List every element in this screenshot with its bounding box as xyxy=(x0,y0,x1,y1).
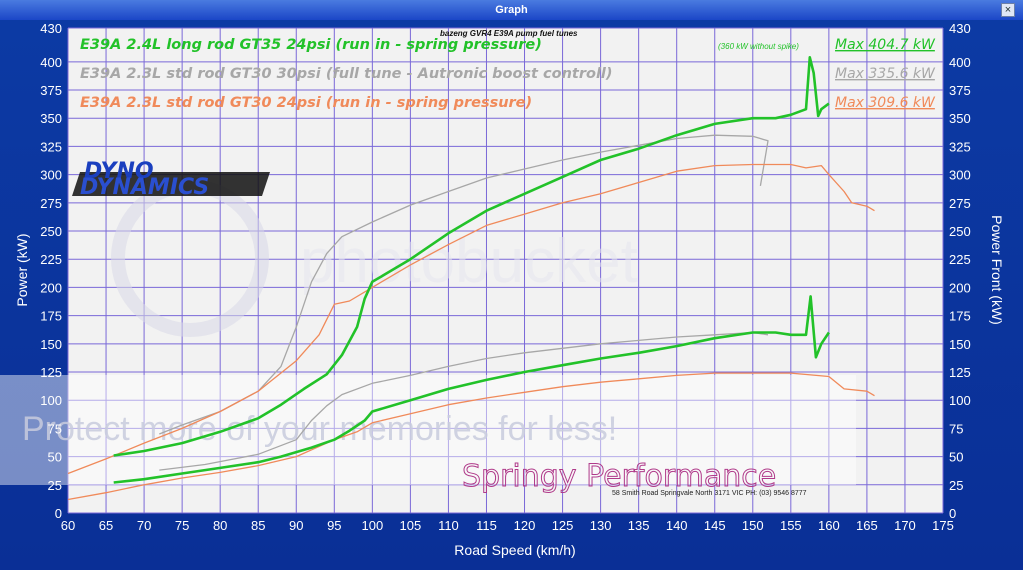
x-tick-label: 130 xyxy=(590,518,612,533)
x-tick-label: 165 xyxy=(856,518,878,533)
x-tick-label: 175 xyxy=(932,518,954,533)
legend-entry-3: E39A 2.3L std rod GT30 24psi (run in - s… xyxy=(80,95,532,111)
x-tick-label: 105 xyxy=(400,518,422,533)
window-title: Graph xyxy=(495,4,528,16)
y2-tick-label: 375 xyxy=(949,83,971,98)
y2-tick-label: 75 xyxy=(949,421,963,436)
logo-line1: DYNO xyxy=(84,159,154,184)
y2-tick-label: 0 xyxy=(949,506,956,521)
y2-tick-label: 325 xyxy=(949,139,971,154)
y2-tick-label: 25 xyxy=(949,478,963,493)
y2-tick-label: 50 xyxy=(949,450,963,465)
close-button[interactable]: × xyxy=(1001,3,1015,17)
x-tick-label: 115 xyxy=(476,518,497,533)
x-tick-label: 155 xyxy=(780,518,802,533)
y-tick-label: 325 xyxy=(40,139,62,154)
x-tick-label: 110 xyxy=(438,518,459,533)
y-tick-label: 200 xyxy=(40,280,62,295)
x-tick-label: 140 xyxy=(666,518,688,533)
y2-tick-label: 175 xyxy=(949,309,971,324)
y2-tick-label: 250 xyxy=(949,224,971,239)
legend-entry-1: E39A 2.4L long rod GT35 24psi (run in - … xyxy=(80,37,542,53)
legend-max-3: Max 309.6 kW xyxy=(835,95,936,111)
x-tick-label: 120 xyxy=(514,518,536,533)
watermark-text: photobucket xyxy=(300,227,638,296)
y2-tick-label: 125 xyxy=(949,365,971,380)
series-lines xyxy=(67,55,875,501)
series-line-front-2 xyxy=(159,331,769,471)
x-tick-label: 75 xyxy=(175,518,189,533)
x-tick-label: 100 xyxy=(361,518,383,533)
dyno-dynamics-logo: DYNO DYNAMICS xyxy=(72,159,270,200)
y-tick-label: 50 xyxy=(48,450,62,465)
x-axis-title: Road Speed (km/h) xyxy=(454,542,575,558)
y-tick-label: 400 xyxy=(40,55,62,70)
y-tick-label: 430 xyxy=(40,21,62,36)
legend-entry-2: E39A 2.3L std rod GT30 30psi (full tune … xyxy=(80,66,613,82)
series-line-power-3 xyxy=(67,163,875,475)
y-tick-label: 250 xyxy=(40,224,62,239)
axes: 60 65 70 75 80 85 90 95 100 105 110 115 120 125 130 135… xyxy=(40,21,970,533)
x-tick-label: 160 xyxy=(818,518,840,533)
y2-tick-label: 100 xyxy=(949,393,971,408)
y-tick-label: 175 xyxy=(40,309,62,324)
y2-tick-label: 350 xyxy=(949,111,971,126)
grid xyxy=(67,27,944,514)
y-tick-label: 75 xyxy=(48,421,62,436)
legend: E39A 2.4L long rod GT35 24psi (run in - … xyxy=(80,37,936,111)
series-line-power-1 xyxy=(113,55,830,457)
x-tick-label: 65 xyxy=(99,518,113,533)
shop-address: 58 Smith Road Springvale North 3171 VIC … xyxy=(612,490,807,497)
x-tick-label: 125 xyxy=(552,518,574,533)
watermark-banner-text: Protect more of your memories for less! xyxy=(22,410,617,448)
header-note: bazeng GVR4 E39A pump fuel tunes xyxy=(440,29,578,38)
y-tick-label: 100 xyxy=(40,393,62,408)
y2-tick-label: 430 xyxy=(949,21,971,36)
shop-name: Springy Performance xyxy=(462,459,776,494)
series-line-power-2 xyxy=(159,134,769,435)
y-tick-label: 350 xyxy=(40,111,62,126)
y-tick-label: 300 xyxy=(40,168,62,183)
spike-note: (360 kW without spike) xyxy=(718,42,799,51)
x-tick-label: 80 xyxy=(213,518,227,533)
series-line-front-1 xyxy=(113,295,830,484)
x-tick-label: 145 xyxy=(704,518,726,533)
x-tick-label: 170 xyxy=(894,518,916,533)
plot-area xyxy=(68,28,943,513)
y-tick-label: 375 xyxy=(40,83,62,98)
legend-max-1: Max 404.7 kW xyxy=(835,37,936,53)
y2-tick-label: 275 xyxy=(949,196,971,211)
x-tick-label: 60 xyxy=(61,518,75,533)
y2-axis-title: Power Front (kW) xyxy=(989,215,1005,325)
y-axis-title: Power (kW) xyxy=(14,233,30,306)
y2-tick-label: 200 xyxy=(949,280,971,295)
y-tick-label: 125 xyxy=(40,365,62,380)
x-tick-label: 135 xyxy=(628,518,650,533)
series-line-front-3 xyxy=(67,372,875,501)
y-tick-label: 275 xyxy=(40,196,62,211)
y-tick-label: 150 xyxy=(40,337,62,352)
y2-tick-label: 400 xyxy=(949,55,971,70)
x-tick-label: 150 xyxy=(742,518,764,533)
y-tick-label: 0 xyxy=(55,506,62,521)
x-tick-label: 85 xyxy=(251,518,265,533)
x-tick-label: 95 xyxy=(327,518,341,533)
y2-tick-label: 225 xyxy=(949,252,971,267)
x-tick-label: 70 xyxy=(137,518,151,533)
legend-max-2: Max 335.6 kW xyxy=(835,66,936,82)
y2-tick-label: 150 xyxy=(949,337,971,352)
x-tick-label: 90 xyxy=(289,518,303,533)
watermark-banner xyxy=(0,375,856,485)
title-bar[interactable]: Graph × xyxy=(0,0,1023,20)
logo-line2: DYNAMICS xyxy=(80,175,209,200)
y2-tick-label: 300 xyxy=(949,168,971,183)
y-tick-label: 25 xyxy=(48,478,62,493)
y-tick-label: 225 xyxy=(40,252,62,267)
